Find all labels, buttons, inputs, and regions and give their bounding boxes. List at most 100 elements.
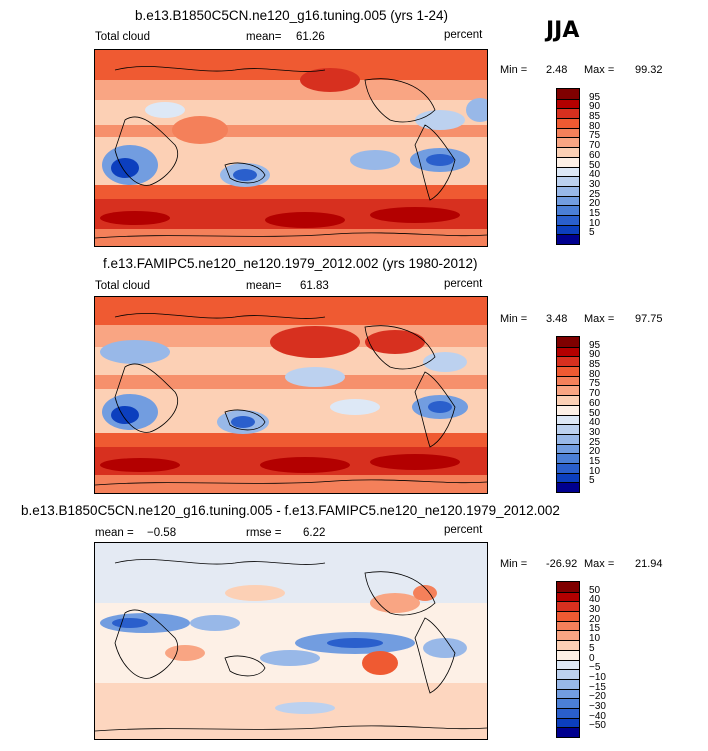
colorbar-swatch — [557, 137, 579, 148]
colorbar-swatch — [557, 669, 579, 679]
colorbar-swatch — [557, 98, 579, 109]
colorbar-swatch — [557, 433, 579, 444]
colorbar-swatch — [557, 195, 579, 206]
colorbar-swatch — [557, 127, 579, 138]
panel-3-mean-label: mean = — [95, 527, 134, 539]
colorbar-label: 90 — [589, 349, 601, 361]
colorbar-swatch — [557, 462, 579, 473]
panel-1-min-value: 2.48 — [546, 64, 568, 76]
colorbar-swatch — [557, 214, 579, 225]
colorbar-swatch — [557, 147, 579, 157]
colorbar-swatch — [557, 414, 579, 425]
colorbar-swatch — [557, 166, 579, 177]
colorbar-swatch — [557, 698, 579, 708]
colorbar-swatch — [557, 482, 579, 492]
colorbar-swatch — [557, 118, 579, 128]
colorbar-swatch — [557, 156, 579, 167]
colorbar-label: 20 — [589, 613, 601, 625]
colorbar-swatch — [557, 620, 579, 631]
colorbar-swatch — [557, 385, 579, 396]
colorbar-label: 15 — [589, 455, 601, 467]
colorbar-label: 15 — [589, 623, 601, 635]
panel-2-variable-label: Total cloud — [95, 280, 150, 292]
colorbar-swatch — [557, 185, 579, 196]
colorbar-label: 85 — [589, 359, 601, 371]
panel-2-min-value: 3.48 — [546, 313, 568, 325]
colorbar-swatch — [557, 678, 579, 689]
panel-3-title: b.e13.B1850C5CN.ne120_g16.tuning.005 - f… — [21, 503, 560, 518]
colorbar-swatch — [557, 443, 579, 454]
colorbar-swatch — [557, 717, 579, 728]
panel-1-mean-label: mean= — [246, 31, 282, 43]
colorbar-swatch — [557, 688, 579, 699]
colorbar-label: 10 — [589, 465, 601, 477]
panel-1-mean-value: 61.26 — [296, 31, 325, 43]
season-label: JJA — [546, 18, 580, 43]
colorbar-label: 90 — [589, 101, 601, 113]
colorbar-swatch — [557, 424, 579, 434]
colorbar-label: 60 — [589, 149, 601, 161]
colorbar-swatch — [557, 234, 579, 244]
colorbar-label: −20 — [589, 691, 606, 703]
panel-2-mean-value: 61.83 — [300, 280, 329, 292]
colorbar-label: 30 — [589, 426, 601, 438]
panel-3-min-label: Min = — [500, 558, 528, 570]
colorbar-label: 5 — [589, 475, 595, 487]
panel-1-variable-label: Total cloud — [95, 31, 150, 43]
colorbar-label: 75 — [589, 130, 601, 142]
panel-2-colorbar — [556, 336, 580, 493]
colorbar-swatch — [557, 395, 579, 405]
colorbar-label: −40 — [589, 710, 606, 722]
colorbar-label: 75 — [589, 378, 601, 390]
colorbar-swatch — [557, 108, 579, 119]
colorbar-label: 40 — [589, 169, 601, 181]
colorbar-swatch — [557, 356, 579, 367]
colorbar-label: 20 — [589, 198, 601, 210]
panel-2-title: f.e13.FAMIPC5.ne120_ne120.1979_2012.002 … — [103, 256, 478, 271]
colorbar-label: 15 — [589, 207, 601, 219]
colorbar-label: 95 — [589, 339, 601, 351]
panel-3-rmse-label: rmse = — [246, 527, 282, 539]
panel-3-min-value: -26.92 — [546, 558, 578, 570]
panel-2-max-label: Max = — [584, 313, 615, 325]
colorbar-swatch — [557, 582, 579, 592]
panel-3-map — [94, 542, 488, 740]
colorbar-label: 85 — [589, 111, 601, 123]
panel-1-max-value: 99.32 — [635, 64, 663, 76]
panel-3-colorbar — [556, 581, 580, 738]
colorbar-label: −10 — [589, 671, 606, 683]
colorbar-swatch — [557, 375, 579, 386]
colorbar-swatch — [557, 659, 579, 670]
colorbar-label: −30 — [589, 700, 606, 712]
panel-2-units: percent — [444, 278, 483, 290]
colorbar-swatch — [557, 404, 579, 415]
colorbar-label: 10 — [589, 633, 601, 645]
colorbar-swatch — [557, 176, 579, 186]
colorbar-label: 25 — [589, 436, 601, 448]
panel-1-units: percent — [444, 29, 483, 41]
colorbar-swatch — [557, 707, 579, 718]
colorbar-swatch — [557, 601, 579, 612]
colorbar-label: 95 — [589, 91, 601, 103]
colorbar-label: 40 — [589, 417, 601, 429]
colorbar-label: 60 — [589, 397, 601, 409]
panel-1-min-label: Min = — [500, 64, 528, 76]
colorbar-label: 5 — [589, 227, 595, 239]
colorbar-label: 70 — [589, 140, 601, 152]
colorbar-label: 0 — [589, 652, 595, 664]
colorbar-label: 20 — [589, 446, 601, 458]
colorbar-swatch — [557, 89, 579, 99]
panel-3-mean-value: −0.58 — [147, 527, 177, 539]
colorbar-label: 50 — [589, 407, 601, 419]
colorbar-label: 50 — [589, 584, 601, 596]
colorbar-label: 50 — [589, 159, 601, 171]
colorbar-label: −5 — [589, 662, 601, 674]
colorbar-label: 25 — [589, 188, 601, 200]
panel-2-min-label: Min = — [500, 313, 528, 325]
colorbar-label: 30 — [589, 604, 601, 616]
colorbar-swatch — [557, 472, 579, 483]
colorbar-label: 80 — [589, 120, 601, 132]
panel-3-max-label: Max = — [584, 558, 615, 570]
colorbar-swatch — [557, 337, 579, 347]
colorbar-label: 70 — [589, 388, 601, 400]
